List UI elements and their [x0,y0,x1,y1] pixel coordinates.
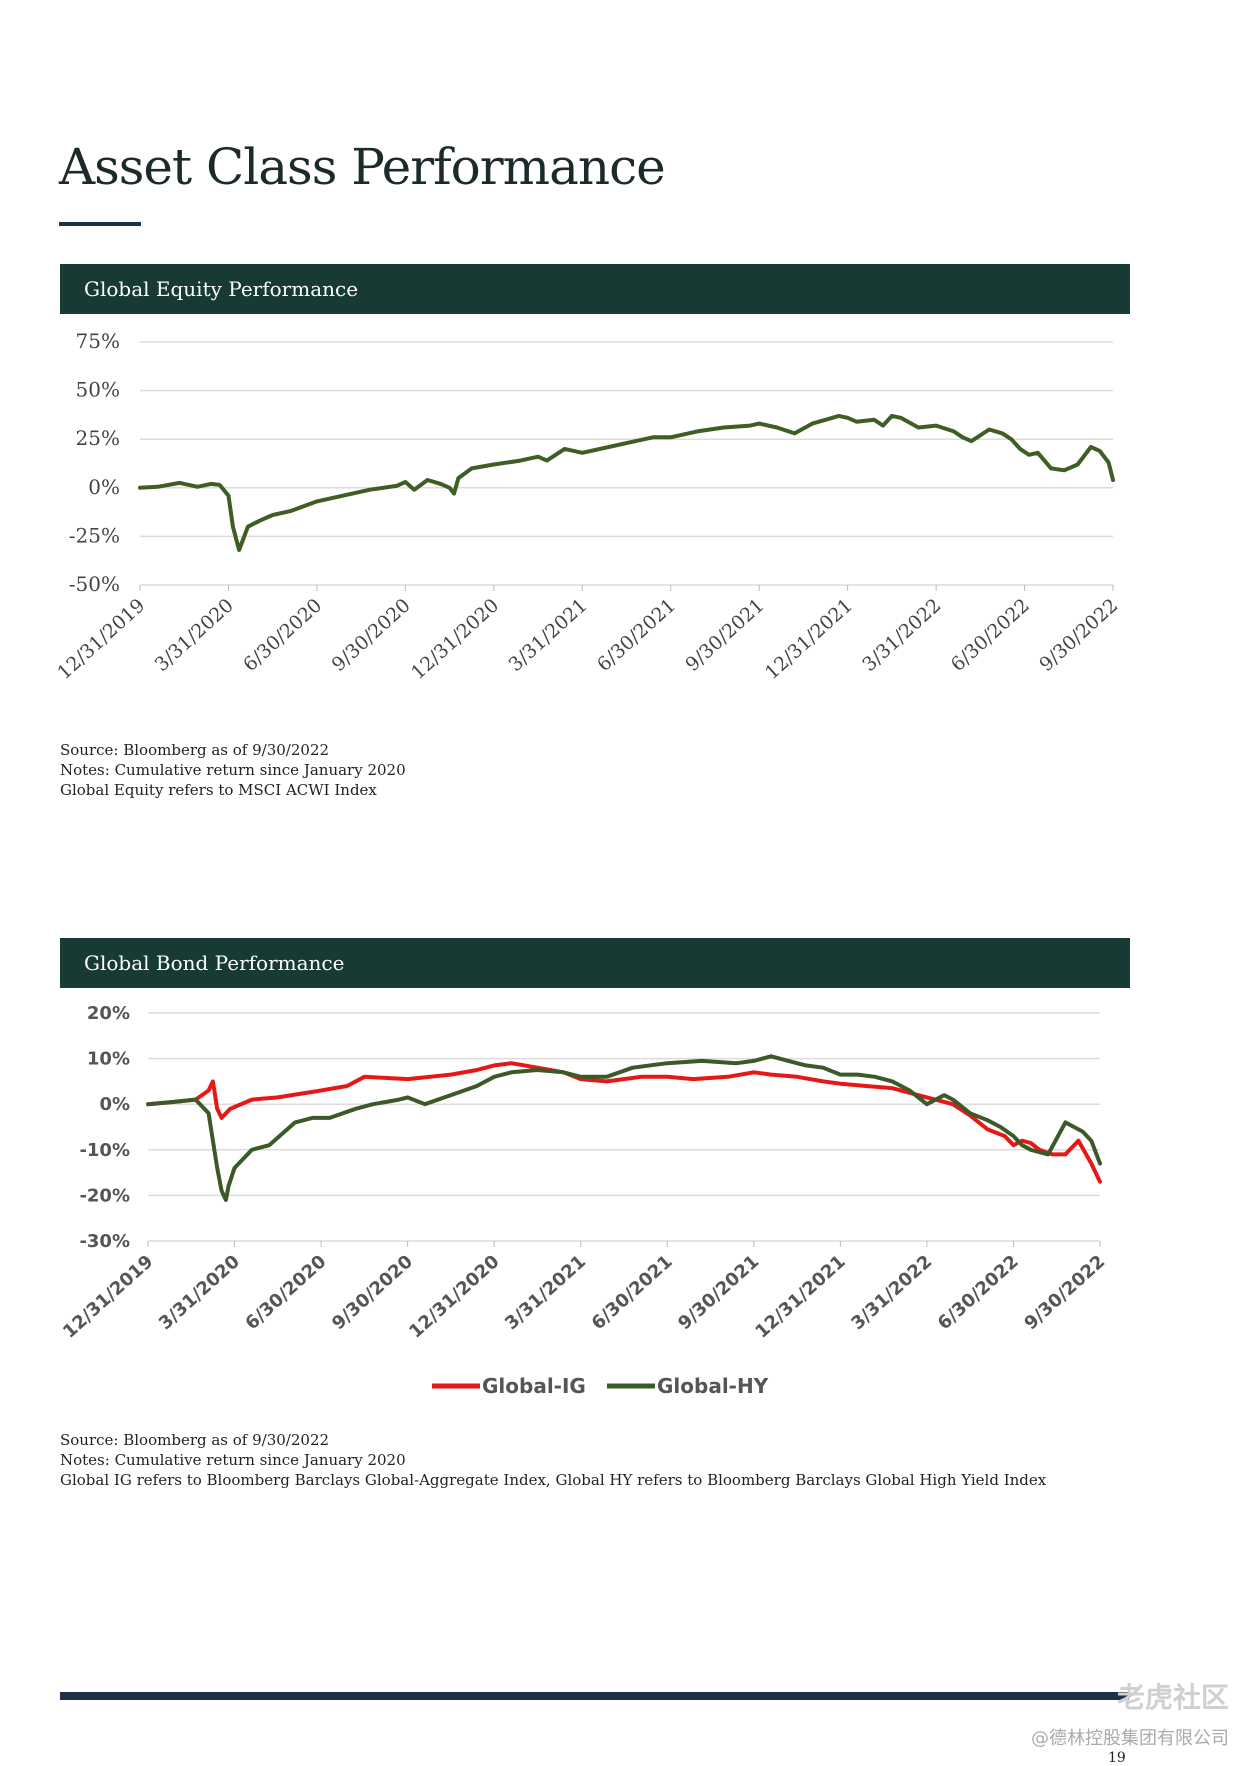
watermark-logo: 老虎社区 [1116,1681,1229,1714]
legend-label-global-hy: Global-HY [657,1374,769,1398]
series-line-global-ig [146,1061,1102,1184]
y-tick-label: 75% [76,329,120,353]
title-underline [59,222,141,226]
x-tick-label: 6/30/2020 [241,1251,330,1334]
bond-note-return: Notes: Cumulative return since January 2… [60,1451,406,1469]
y-tick-label: -30% [79,1231,130,1252]
x-tick-label: 3/31/2022 [847,1251,936,1334]
y-tick-label: -10% [79,1140,130,1161]
y-tick-label: -25% [69,523,120,547]
equity-note-return: Notes: Cumulative return since January 2… [60,761,406,779]
equity-note-index: Global Equity refers to MSCI ACWI Index [60,781,377,799]
x-tick-label: 12/31/2019 [59,1251,157,1342]
equity-chart: 75%50%25%0%-25%-50%12/31/2019 3/31/2020 6/… [53,329,1122,684]
x-tick-label: 6/30/2022 [947,594,1034,676]
bond-note-source: Source: Bloomberg as of 9/30/2022 [60,1431,330,1449]
x-tick-label: 9/30/2021 [681,594,768,676]
bond-chart: 20%10%0%-10%-20%-30%12/31/20193/31/20206… [59,1003,1109,1398]
x-tick-label: 9/30/2022 [1035,594,1122,676]
watermark-sub: @德林控股集团有限公司 [1031,1728,1229,1749]
y-tick-label: 10% [87,1049,130,1070]
x-tick-label: 3/31/2021 [504,594,591,676]
x-tick-label: 6/30/2022 [934,1251,1023,1334]
x-tick-label: 9/30/2021 [674,1251,763,1334]
y-tick-label: -50% [69,572,120,596]
x-tick-label: 9/30/2020 [328,594,415,676]
x-tick-label: 12/31/2019 [53,594,149,684]
x-tick-label: 3/31/2020 [155,1251,244,1334]
x-tick-label: 12/31/2021 [751,1251,849,1342]
y-tick-label: 0% [99,1094,130,1115]
bond-note-index: Global IG refers to Bloomberg Barclays G… [60,1471,1047,1489]
equity-section-header: Global Equity Performance [60,264,1130,314]
y-tick-label: 20% [87,1003,130,1024]
y-tick-label: 0% [88,475,120,499]
bond-header-label: Global Bond Performance [84,951,345,975]
x-tick-label: 3/31/2022 [858,594,945,676]
legend-label-global-ig: Global-IG [482,1374,586,1398]
equity-header-label: Global Equity Performance [84,277,359,301]
x-tick-label: 12/31/2021 [761,594,857,684]
x-tick-label: 6/30/2021 [588,1251,677,1334]
x-tick-label: 12/31/2020 [405,1251,503,1342]
x-tick-label: 12/31/2020 [407,594,503,684]
equity-notes: Source: Bloomberg as of 9/30/2022 Notes:… [60,740,406,800]
series-line-global-equity [138,413,1115,552]
equity-note-source: Source: Bloomberg as of 9/30/2022 [60,741,330,759]
page-number: 19 [1108,1750,1126,1766]
y-tick-label: -20% [79,1185,130,1206]
y-tick-label: 25% [76,426,120,450]
y-tick-label: 50% [76,378,120,402]
watermark: 老虎社区 @德林控股集团有限公司 [1031,1676,1229,1750]
x-tick-label: 3/31/2020 [151,594,238,676]
bond-notes: Source: Bloomberg as of 9/30/2022 Notes:… [60,1430,1046,1490]
x-tick-label: 6/30/2020 [239,594,326,676]
x-tick-label: 3/31/2021 [501,1251,590,1334]
x-tick-label: 9/30/2020 [328,1251,417,1334]
footer-rule [60,1692,1129,1700]
bond-section-header: Global Bond Performance [60,938,1130,988]
page-title: Asset Class Performance [59,138,666,196]
x-tick-label: 9/30/2022 [1020,1251,1109,1334]
x-tick-label: 6/30/2021 [593,594,680,676]
series-line-global-hy [146,1054,1102,1202]
